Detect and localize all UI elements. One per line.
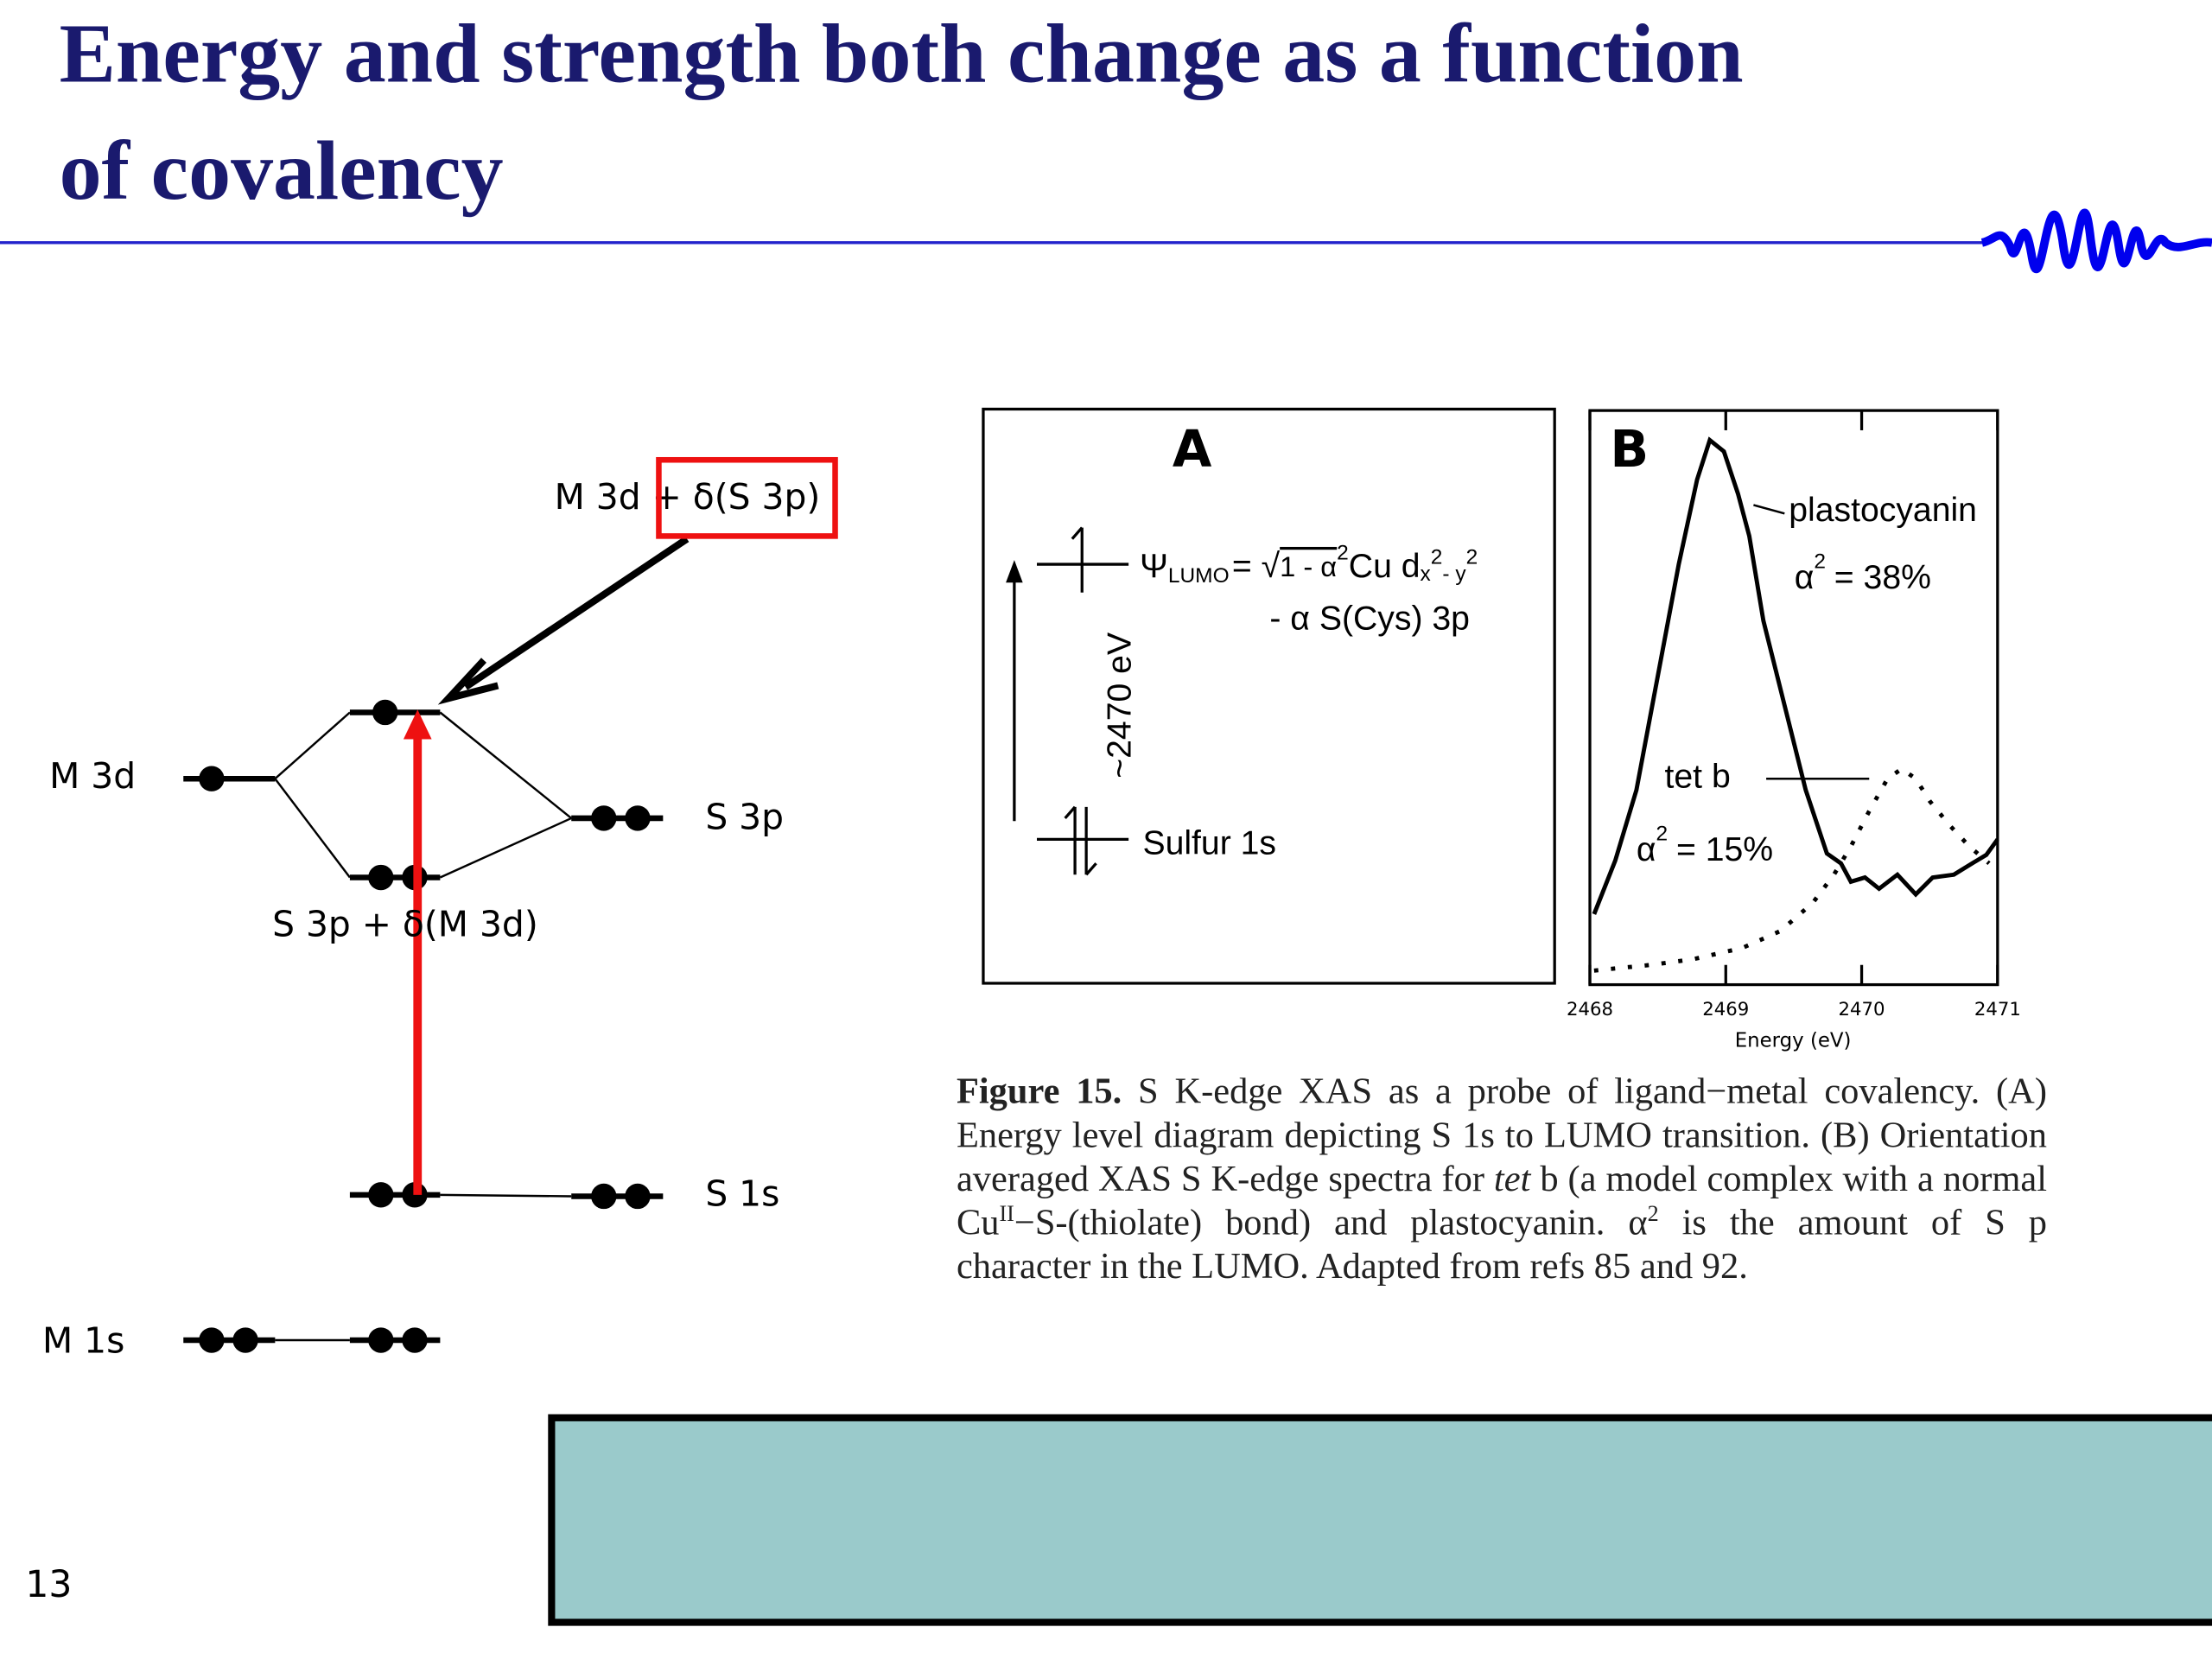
panel-a-levels bbox=[1036, 526, 1129, 876]
caption-part: b (a model complex with a normal Cu bbox=[956, 1158, 2048, 1243]
eq-part: x bbox=[1421, 563, 1431, 587]
x-tick-label: 2468 bbox=[1567, 999, 1613, 1020]
caption-part: Figure 15. bbox=[956, 1071, 1122, 1112]
sup: 2 bbox=[1656, 823, 1669, 846]
value: = 38% bbox=[1834, 559, 1931, 596]
page-number: 13 bbox=[25, 1564, 72, 1606]
title: of covalency bbox=[60, 124, 504, 218]
alpha-label: α2 = 38% bbox=[1795, 550, 1931, 596]
eq-part: 2 bbox=[1431, 546, 1443, 569]
energy-arrowhead bbox=[1006, 560, 1023, 583]
bonding-label: S 3p + δ(M 3d) bbox=[272, 904, 538, 945]
transition-arrowhead bbox=[403, 709, 432, 740]
eq-part: Ψ bbox=[1140, 548, 1168, 585]
x-axis-label: Energy (eV) bbox=[1735, 1029, 1852, 1052]
panel-b-frame bbox=[1588, 409, 1999, 987]
wave-logo bbox=[1980, 208, 2212, 274]
electrons bbox=[199, 699, 651, 1353]
caption-part: S K-edge XAS as a probe of ligand−metal … bbox=[956, 1071, 2047, 1199]
equation: ΨLUMO = √1 - α2Cu dx2- y2 bbox=[1140, 542, 1478, 588]
eq-part: LUMO bbox=[1168, 564, 1230, 588]
pointer-arrow bbox=[463, 536, 690, 690]
level-label: S 3p bbox=[705, 797, 784, 838]
series-label: tet b bbox=[1665, 759, 1731, 796]
x-tick-label: 2469 bbox=[1702, 999, 1749, 1020]
eq-part: 2 bbox=[1337, 542, 1349, 565]
antibonding-label: M 3d + δ(S 3p) bbox=[555, 476, 821, 518]
caption-part: II bbox=[999, 1202, 1014, 1227]
sup: 2 bbox=[1814, 550, 1826, 574]
energy-label: ~2470 eV bbox=[1101, 632, 1138, 779]
panel-b: B plastocyanin α2 = 38% tet b α2 = 15% Ene… bbox=[1567, 409, 2021, 1052]
tetb-spectrum bbox=[1593, 766, 1991, 973]
value: = 15% bbox=[1676, 831, 1773, 868]
eq-part: Cu d bbox=[1349, 548, 1421, 585]
alpha: α bbox=[1637, 831, 1656, 868]
alpha-label: α2 = 15% bbox=[1637, 823, 1773, 868]
callout bbox=[1753, 504, 1785, 515]
level-label: M 3d bbox=[49, 755, 136, 797]
caption-part: is the amount of S p character in the LU… bbox=[956, 1202, 2047, 1287]
series-label: plastocyanin bbox=[1789, 492, 1977, 529]
panel-a-frame bbox=[982, 407, 1556, 985]
panel-label: B bbox=[1610, 419, 1649, 479]
panel-label: A bbox=[1173, 419, 1212, 479]
level-label: M 1s bbox=[42, 1319, 124, 1361]
title: Energy and strength both change as a fun… bbox=[60, 7, 1744, 100]
caption-part: 2 bbox=[1647, 1202, 1659, 1227]
caption-part: tet bbox=[1493, 1158, 1531, 1199]
level-label: Sulfur 1s bbox=[1142, 824, 1276, 861]
eq-part: - y bbox=[1442, 563, 1466, 587]
level-label: S 1s bbox=[705, 1173, 779, 1214]
eq-part: 1 - α bbox=[1280, 550, 1337, 582]
alpha: α bbox=[1795, 559, 1815, 596]
pointer-arrowhead bbox=[437, 658, 499, 705]
x-tick-label: 2470 bbox=[1839, 999, 1885, 1020]
highlight-box bbox=[656, 456, 838, 539]
eq-part: = √ bbox=[1232, 548, 1281, 585]
mo-diagram bbox=[183, 709, 664, 1344]
figure-caption: Figure 15. S K-edge XAS as a probe of li… bbox=[957, 1070, 2047, 1288]
plastocyanin-spectrum bbox=[1592, 436, 1999, 915]
teal-box bbox=[548, 1414, 2212, 1626]
caption-part: −S-(thiolate) bond) and plastocyanin. α bbox=[1014, 1202, 1648, 1243]
x-tick-label: 2471 bbox=[1974, 999, 2021, 1020]
equation: - α S(Cys) 3p bbox=[1269, 601, 1470, 638]
eq-part: 2 bbox=[1466, 546, 1478, 569]
